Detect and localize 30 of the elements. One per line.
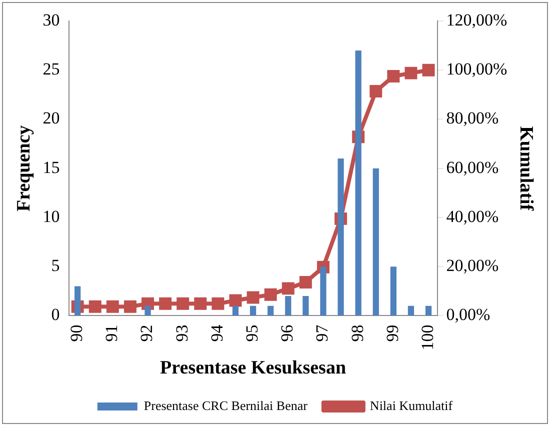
legend-label: Nilai Kumulatif: [370, 398, 454, 413]
x-tick-label: 98: [348, 324, 367, 342]
x-tick-label: 100: [418, 324, 437, 350]
x-tick-label: 93: [172, 324, 192, 342]
y2-tick-label: 0,00%: [446, 305, 490, 324]
y-tick-label: 5: [51, 256, 60, 276]
x-tick-label: 94: [207, 324, 226, 342]
y2-tick-label: 40,00%: [446, 206, 499, 226]
x-tick-label: 99: [382, 324, 402, 342]
legend-label: Presentase CRC Bernilai Benar: [144, 398, 308, 413]
y2-tick-label: 60,00%: [446, 158, 499, 177]
y-tick-label: 10: [42, 206, 60, 226]
y-tick-label: 30: [42, 10, 60, 30]
y-axis-title: Frequency: [13, 124, 34, 212]
y-tick-label: 15: [42, 158, 60, 177]
x-tick-label: 95: [242, 324, 262, 342]
x-tick-label: 91: [102, 324, 122, 342]
x-tick-label: 90: [67, 324, 86, 342]
x-tick-label: 96: [278, 324, 297, 342]
y-tick-label: 20: [42, 108, 60, 128]
y2-axis-title: Kumulatif: [516, 126, 537, 212]
y-tick-label: 25: [42, 60, 60, 79]
x-tick-label: 97: [312, 324, 332, 342]
y2-tick-label: 80,00%: [446, 108, 499, 128]
y-tick-label: 0: [51, 305, 60, 324]
x-tick-label: 92: [137, 324, 156, 342]
y2-tick-label: 100,00%: [446, 60, 508, 79]
x-axis-title: Presentase Kesuksesan: [160, 358, 346, 379]
y2-tick-label: 20,00%: [446, 256, 499, 276]
y2-tick-label: 120,00%: [446, 10, 508, 30]
